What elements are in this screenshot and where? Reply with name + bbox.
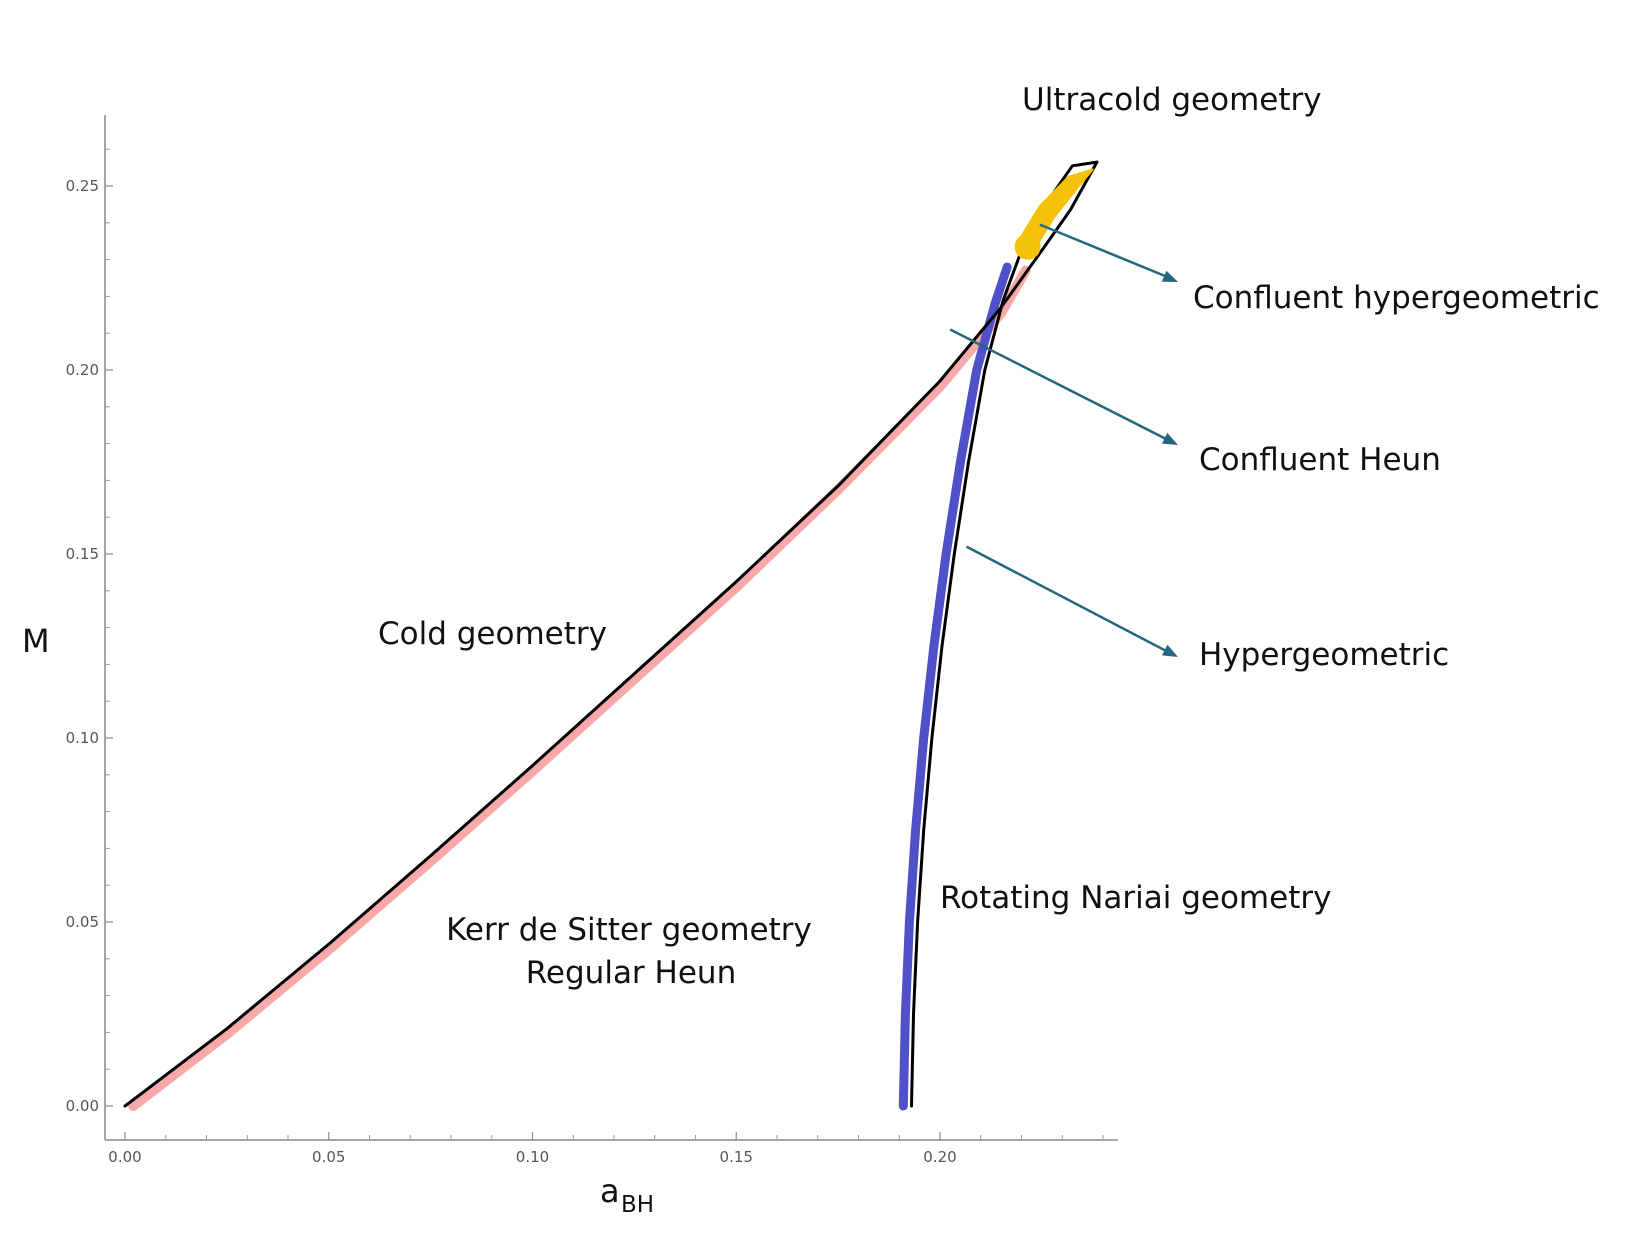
x-tick-label: 0.15	[720, 1148, 753, 1166]
region-confluent-hypergeometric-blob	[1014, 233, 1041, 260]
arrow-conf-hyper	[1039, 223, 1171, 280]
label-regular-heun: Regular Heun	[526, 955, 736, 991]
label-hypergeometric: Hypergeometric	[1199, 637, 1449, 673]
series-hypergeometric-band	[898, 262, 1012, 1111]
series-cold	[123, 160, 1099, 1108]
y-tick-label: 0.10	[66, 729, 99, 747]
series-confluent-heun-band	[128, 265, 1031, 1111]
label-cold: Cold geometry	[378, 616, 607, 652]
arrow-hyper	[965, 545, 1171, 655]
label-ultracold: Ultracold geometry	[1022, 82, 1322, 118]
axis-title-x-subscript: BH	[621, 1192, 654, 1218]
y-tick-label: 0.20	[66, 361, 99, 379]
arrowhead-conf-heun	[1161, 432, 1178, 445]
arrowhead-conf-hyper	[1161, 270, 1178, 282]
series-layer	[123, 160, 1099, 1111]
arrow-conf-heun	[949, 328, 1171, 443]
y-tick-label: 0.05	[66, 913, 99, 931]
y-tick-label: 0.00	[66, 1097, 99, 1115]
axis-title-y: M	[22, 622, 50, 660]
arrowhead-hyper	[1161, 644, 1178, 657]
x-tick-label: 0.10	[516, 1148, 549, 1166]
ticks: 0.00 0.05 0.10 0.15 0.20 0.00 0.05 0.10 0.15 0.20…	[66, 148, 1104, 1166]
axis-title-x: a	[600, 1172, 620, 1210]
label-kds: Kerr de Sitter geometry	[446, 912, 812, 948]
y-tick-label: 0.25	[66, 177, 99, 195]
x-tick-label: 0.20	[923, 1148, 956, 1166]
x-tick-label: 0.00	[108, 1148, 141, 1166]
label-confluent-heun: Confluent Heun	[1199, 442, 1441, 478]
label-nariai: Rotating Nariai geometry	[940, 880, 1331, 916]
y-tick-label: 0.15	[66, 545, 99, 563]
arrows-layer	[949, 223, 1178, 657]
x-tick-label: 0.05	[312, 1148, 345, 1166]
label-confluent-hypergeometric: Confluent hypergeometric	[1193, 280, 1600, 316]
